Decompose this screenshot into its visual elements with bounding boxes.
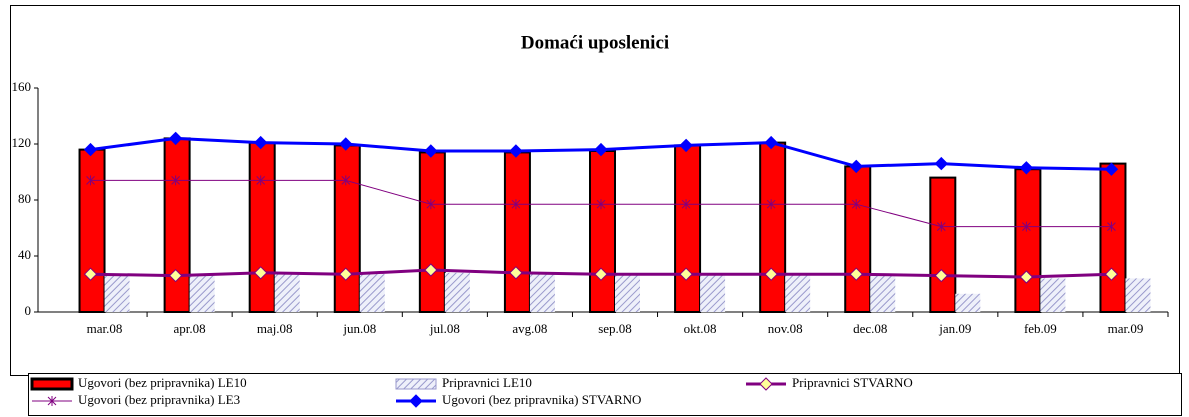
marker xyxy=(341,175,351,186)
marker xyxy=(1104,267,1119,281)
marker xyxy=(1019,270,1034,284)
bar xyxy=(1040,278,1066,312)
legend-swatch xyxy=(30,377,74,391)
marker xyxy=(253,135,268,150)
bar xyxy=(248,141,276,313)
marker xyxy=(759,377,773,391)
bar xyxy=(503,151,531,313)
marker xyxy=(253,266,268,280)
marker xyxy=(766,199,776,210)
bar xyxy=(929,176,957,313)
legend-label: Ugovori (bez pripravnika) LE3 xyxy=(78,392,240,407)
marker xyxy=(594,142,608,157)
legend-label: Pripravnici LE10 xyxy=(442,375,532,390)
bar xyxy=(418,151,446,313)
marker xyxy=(1019,161,1034,175)
bar xyxy=(359,274,385,312)
legend-box xyxy=(28,373,1182,416)
marker xyxy=(339,137,353,151)
bar xyxy=(955,293,981,312)
x-tick-label: avg.08 xyxy=(512,321,547,336)
marker xyxy=(764,267,778,281)
marker xyxy=(1022,221,1031,232)
marker xyxy=(47,396,57,406)
y-tick-label: 80 xyxy=(18,191,31,206)
y-tick-label: 120 xyxy=(12,135,32,150)
marker xyxy=(168,131,183,146)
bar xyxy=(189,274,215,312)
marker xyxy=(86,175,95,186)
bar xyxy=(674,144,702,313)
bar xyxy=(163,137,191,313)
marker xyxy=(83,142,98,157)
bar xyxy=(104,274,130,312)
x-tick-label: jul.08 xyxy=(429,321,460,336)
x-tick-label: maj.08 xyxy=(257,321,293,336)
marker xyxy=(426,199,436,210)
bar xyxy=(700,274,726,312)
marker xyxy=(936,221,946,232)
marker xyxy=(1104,162,1119,176)
marker xyxy=(83,267,98,281)
bar xyxy=(589,150,616,313)
x-tick-label: mar.09 xyxy=(1108,321,1144,336)
marker xyxy=(596,199,606,210)
bar xyxy=(1125,278,1151,312)
marker xyxy=(594,267,608,281)
x-tick-label: nov.08 xyxy=(768,321,803,336)
bar xyxy=(1099,162,1127,313)
bar xyxy=(333,144,361,313)
y-tick-label: 40 xyxy=(18,247,31,262)
marker xyxy=(1107,221,1116,232)
marker xyxy=(424,263,438,277)
x-tick-label: apr.08 xyxy=(174,321,206,336)
bar xyxy=(1014,168,1042,313)
x-tick-label: dec.08 xyxy=(853,321,887,336)
marker xyxy=(764,135,778,150)
x-tick-label: feb.09 xyxy=(1024,321,1057,336)
marker xyxy=(679,267,693,281)
legend-label: Ugovori (bez pripravnika) LE10 xyxy=(78,375,247,390)
bar xyxy=(870,274,896,312)
y-tick-label: 160 xyxy=(12,79,32,94)
legend-swatch xyxy=(395,378,437,390)
marker xyxy=(509,144,523,158)
marker xyxy=(849,159,863,174)
marker xyxy=(934,156,949,171)
x-tick-label: okt.08 xyxy=(684,321,717,336)
bar xyxy=(785,274,811,312)
marker xyxy=(339,267,353,281)
marker xyxy=(168,268,183,283)
bar xyxy=(274,274,300,312)
marker xyxy=(171,175,180,186)
x-tick-label: sep.08 xyxy=(598,321,632,336)
bar xyxy=(529,274,555,312)
chart-title: Domaći uposlenici xyxy=(521,32,669,53)
bar xyxy=(844,165,872,313)
marker xyxy=(511,199,521,210)
marker xyxy=(851,199,861,210)
bar xyxy=(615,274,640,312)
x-tick-label: jan.09 xyxy=(938,321,971,336)
marker xyxy=(681,199,691,210)
marker xyxy=(509,266,523,280)
marker xyxy=(849,267,863,281)
marker xyxy=(934,268,949,283)
legend-label: Pripravnici STVARNO xyxy=(792,375,913,390)
bar xyxy=(78,148,106,313)
y-tick-label: 0 xyxy=(25,303,32,318)
marker xyxy=(679,138,693,153)
bar xyxy=(444,272,470,312)
bar xyxy=(759,141,787,313)
marker xyxy=(424,144,438,158)
marker xyxy=(256,175,266,186)
legend-label: Ugovori (bez pripravnika) STVARNO xyxy=(442,392,641,407)
x-tick-label: jun.08 xyxy=(342,321,376,336)
x-tick-label: mar.08 xyxy=(87,321,123,336)
marker xyxy=(409,394,423,408)
